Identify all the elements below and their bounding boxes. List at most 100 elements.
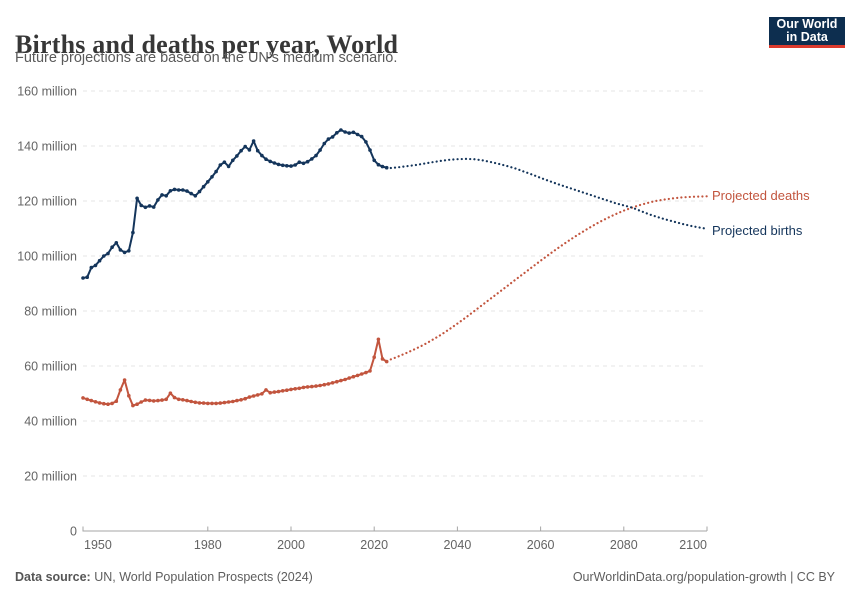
deaths-observed-point [326, 382, 331, 386]
births-observed-point [206, 180, 210, 184]
deaths-observed-point [255, 393, 260, 397]
deaths-observed-point [226, 400, 231, 404]
deaths-observed-point [151, 399, 156, 403]
deaths-observed-point [127, 393, 131, 398]
credit-link[interactable]: OurWorldinData.org/population-growth | C… [572, 570, 835, 584]
births-observed-point [339, 128, 343, 132]
deaths-observed-point [131, 403, 135, 408]
deaths-observed-point [106, 402, 110, 407]
deaths-observed-point [81, 396, 85, 400]
births-observed-point [247, 148, 252, 152]
births-observed-point [305, 159, 310, 164]
births-observed-point [260, 153, 264, 158]
births-observed-point [343, 130, 347, 134]
series-label-projected-births: Projected births [712, 223, 803, 238]
deaths-observed-point [197, 401, 202, 405]
births-observed-point [272, 161, 277, 165]
y-tick-label: 80 million [24, 305, 77, 319]
deaths-observed-point [97, 401, 102, 405]
births-observed-point [122, 250, 127, 255]
deaths-observed-point [285, 388, 289, 393]
deaths-observed-point [201, 401, 206, 405]
births-observed-point [197, 189, 202, 194]
births-observed-point [181, 188, 185, 192]
births-observed-point [384, 165, 389, 170]
deaths-observed-point [372, 355, 377, 360]
births-observed-point [168, 189, 173, 193]
births-observed-point [189, 191, 193, 196]
births-observed-point [318, 148, 322, 152]
births-observed-point [89, 265, 94, 270]
births-observed-point [268, 159, 273, 164]
deaths-observed-point [118, 388, 123, 392]
deaths-observed-point [280, 389, 285, 393]
y-tick-label: 40 million [24, 415, 77, 429]
deaths-observed-point [206, 401, 210, 406]
births-observed-point [235, 154, 239, 158]
births-observed-point [201, 184, 206, 189]
births-observed-point [355, 132, 360, 137]
births-observed-point [301, 161, 306, 166]
births-observed-point [218, 163, 223, 167]
y-tick-label: 100 million [17, 250, 77, 264]
deaths-observed-point [93, 400, 98, 404]
deaths-projected-line [389, 195, 709, 361]
deaths-observed-point [235, 398, 239, 403]
deaths-observed-point [305, 385, 310, 389]
y-tick-label: 20 million [24, 470, 77, 484]
data-source-text: UN, World Population Prospects (2024) [90, 570, 313, 584]
births-observed-point [160, 193, 164, 197]
deaths-observed-point [102, 401, 106, 406]
chart-footer: Data source: UN, World Population Prospe… [15, 570, 835, 584]
deaths-observed-point [297, 386, 302, 391]
births-observed-point [131, 230, 135, 235]
births-observed-point [364, 140, 368, 144]
data-source: Data source: UN, World Population Prospe… [15, 570, 313, 584]
deaths-observed-point [168, 391, 173, 396]
deaths-observed-point [384, 359, 389, 364]
deaths-observed-point [239, 398, 243, 402]
x-tick-label: 2060 [527, 538, 555, 552]
births-observed-point [314, 153, 318, 158]
deaths-observed-point [368, 369, 372, 373]
data-source-prefix: Data source: [15, 570, 91, 584]
deaths-observed-point [214, 401, 218, 406]
births-observed-point [322, 141, 327, 146]
owid-logo[interactable]: Our World in Data [769, 17, 845, 48]
deaths-observed-point [289, 387, 293, 392]
deaths-observed-point [251, 394, 256, 398]
births-observed-point [114, 241, 119, 245]
deaths-observed-point [85, 397, 89, 402]
births-observed-point [97, 258, 102, 263]
deaths-observed-point [231, 399, 235, 404]
births-observed-point [359, 134, 364, 139]
births-observed-point [276, 162, 281, 167]
births-observed-point [106, 251, 110, 256]
births-observed-point [239, 148, 243, 153]
births-observed-point [143, 205, 148, 210]
deaths-observed-point [176, 397, 181, 402]
x-tick-label: 1950 [84, 538, 112, 552]
deaths-observed-point [335, 379, 339, 384]
births-observed-point [231, 158, 235, 163]
births-observed-point [297, 160, 302, 164]
births-observed-point [347, 131, 352, 135]
births-observed-point [330, 135, 335, 139]
deaths-observed-point [310, 384, 314, 389]
deaths-observed-point [264, 388, 268, 392]
births-observed-point [85, 275, 89, 280]
births-observed-point [372, 158, 377, 163]
births-observed-point [368, 148, 372, 152]
deaths-observed-point [343, 377, 347, 382]
deaths-observed-point [172, 395, 177, 400]
births-observed-point [255, 148, 260, 153]
deaths-observed-point [156, 398, 160, 403]
deaths-observed-point [110, 401, 114, 406]
deaths-observed-point [243, 396, 247, 401]
births-projected-line [389, 157, 709, 230]
births-observed-point [293, 163, 298, 167]
births-observed-point [280, 163, 285, 168]
deaths-observed-point [189, 399, 193, 404]
deaths-observed-point [185, 398, 189, 403]
